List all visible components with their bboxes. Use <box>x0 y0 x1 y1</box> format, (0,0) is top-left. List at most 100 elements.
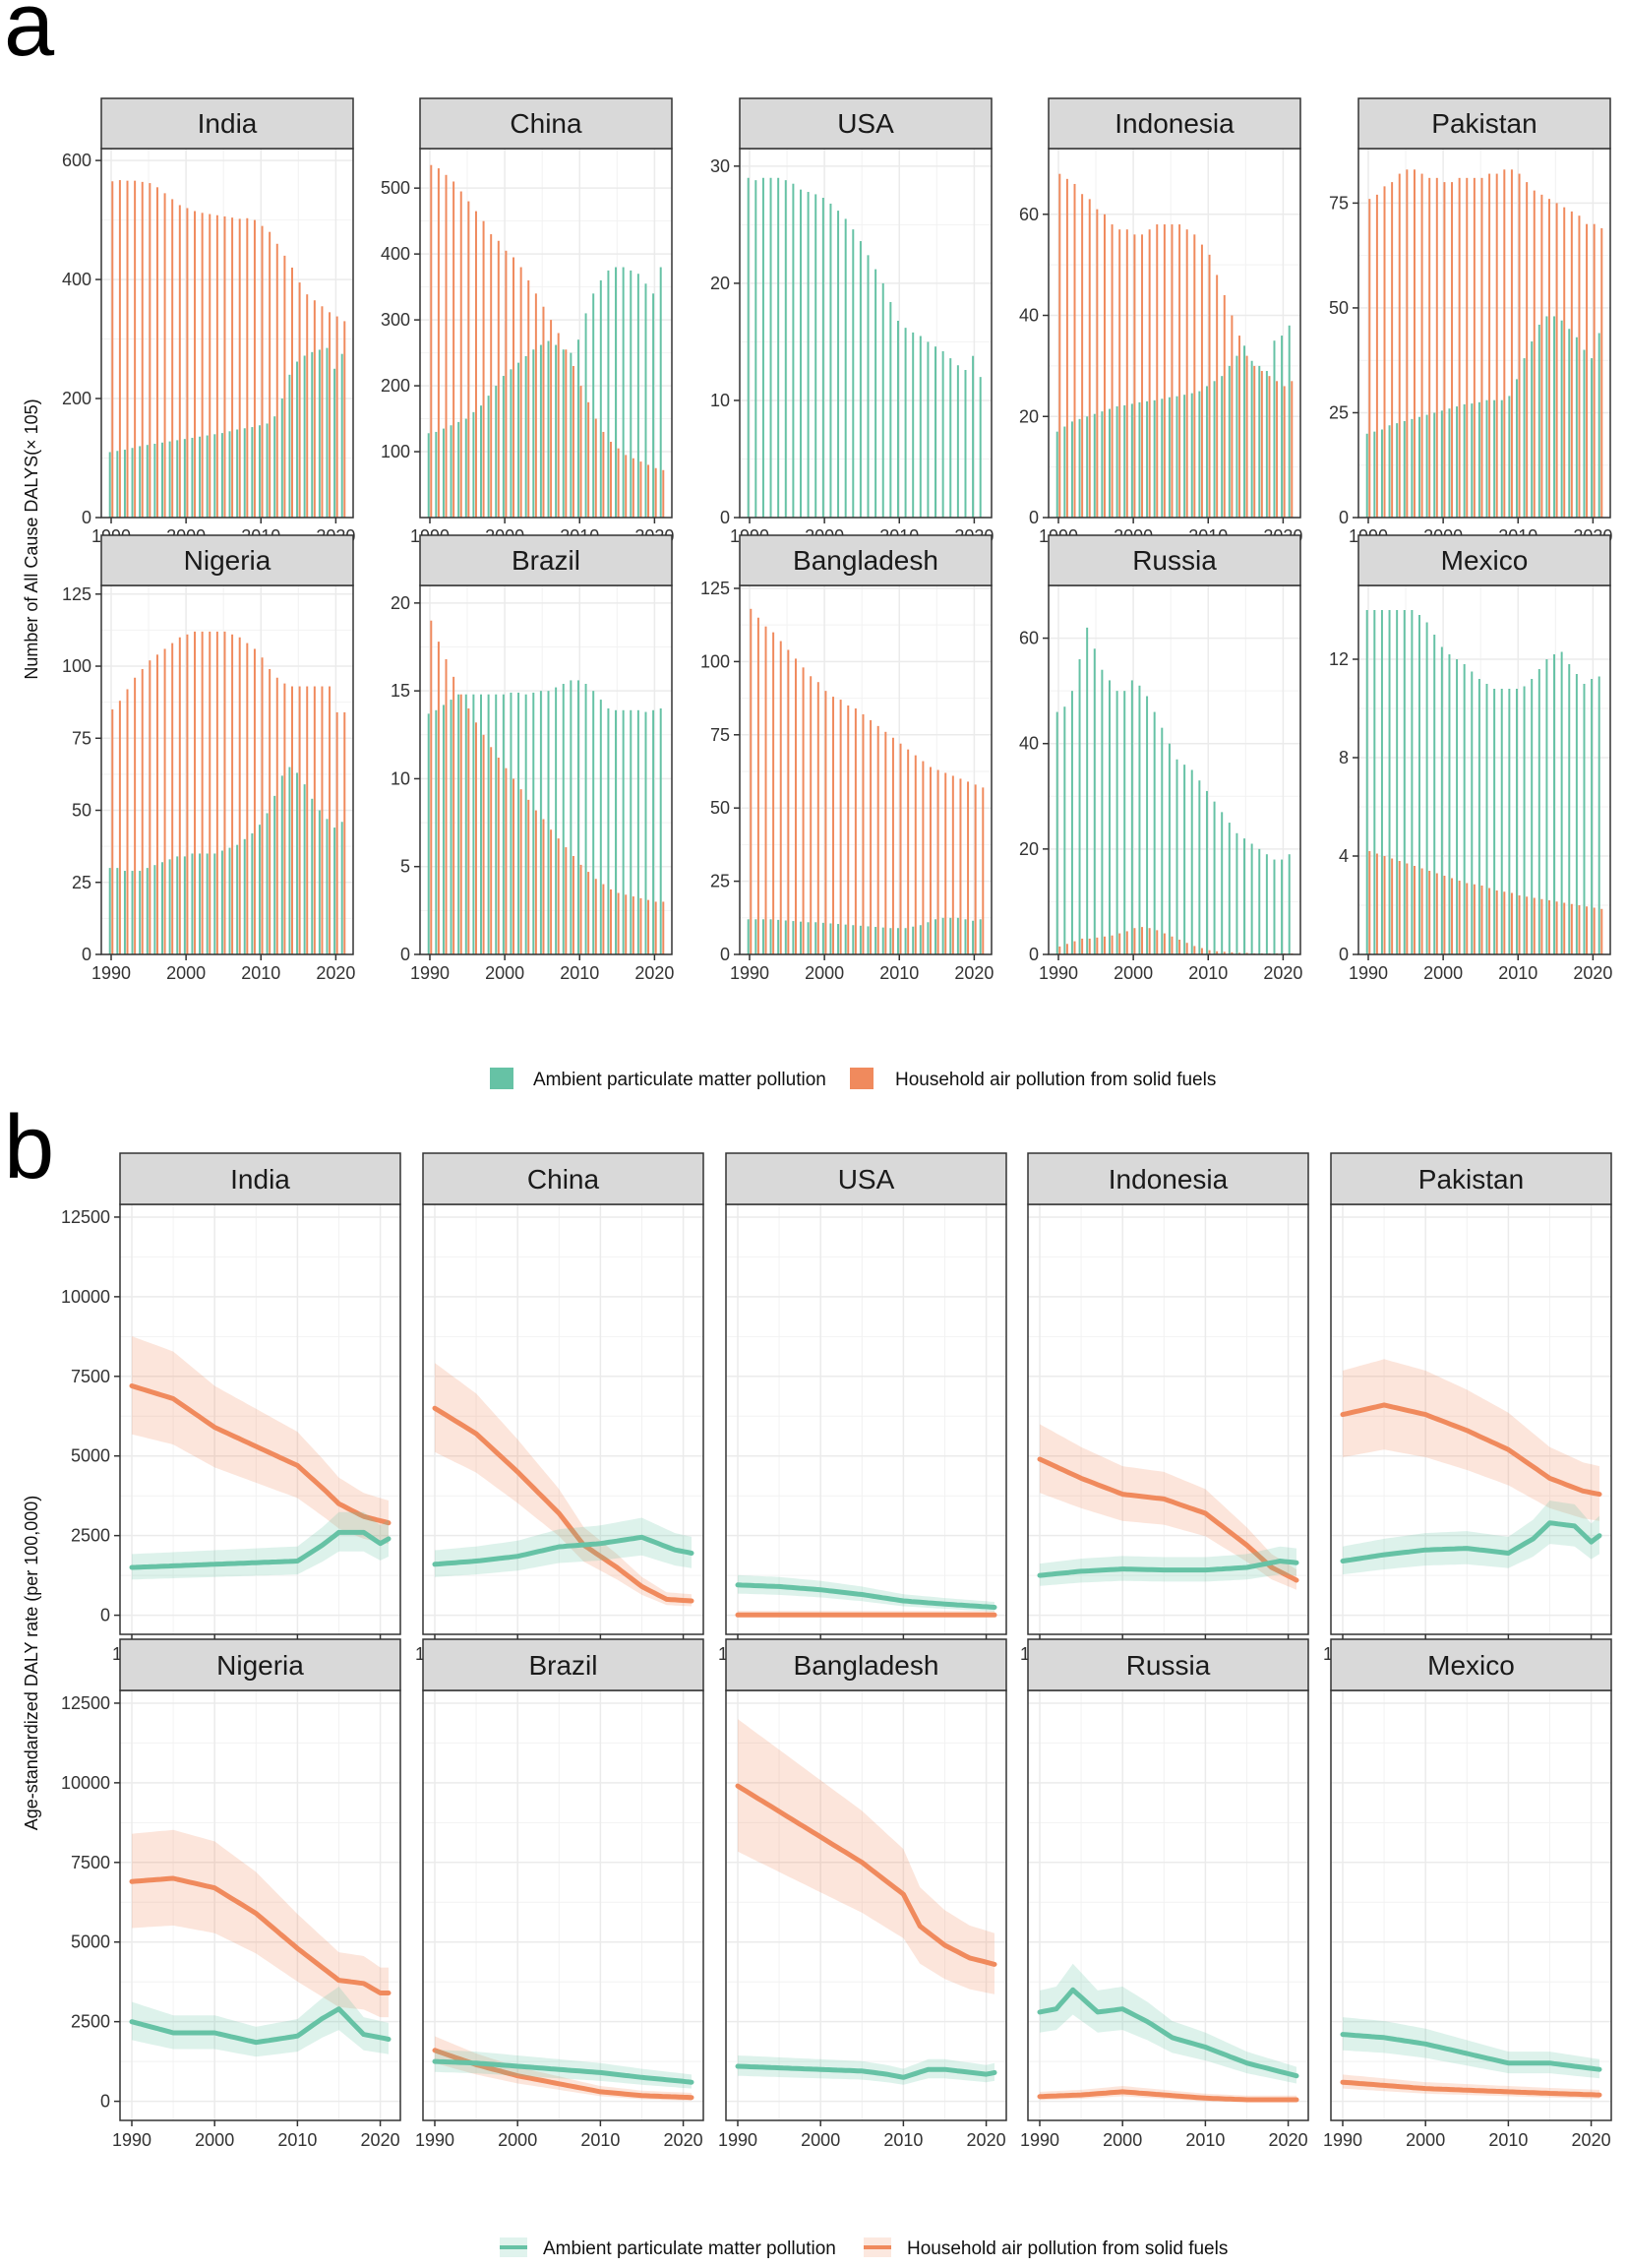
strip-b-indonesia <box>1027 1152 1309 1205</box>
bar-household-1992 <box>1073 183 1076 518</box>
bar-ambient-2001 <box>191 853 194 954</box>
ytick-label: 10000 <box>61 1287 110 1307</box>
ytick-label: 0 <box>720 945 730 964</box>
xtick-label: 2010 <box>580 2130 620 2150</box>
bar-household-1990 <box>1058 946 1061 954</box>
bar-ambient-2013 <box>599 279 602 518</box>
bar-ambient-2019 <box>1583 349 1586 518</box>
bar-household-1996 <box>1413 169 1416 518</box>
bar-ambient-2010 <box>576 680 579 954</box>
bar-household-2008 <box>1193 234 1196 518</box>
bar-household-2000 <box>1443 182 1446 518</box>
bar-household-2017 <box>632 458 634 518</box>
bar-ambient-2016 <box>622 709 625 954</box>
ytick-label: 4 <box>1339 846 1349 866</box>
bar-household-2001 <box>1141 927 1144 954</box>
bar-ambient-2003 <box>206 853 209 954</box>
bar-ambient-2014 <box>1545 659 1548 954</box>
bar-household-1994 <box>779 641 782 954</box>
panel-b-indonesia: Indonesia1990200020102020 <box>1020 1152 1309 1664</box>
ytick-label: 400 <box>62 270 91 289</box>
bar-ambient-2017 <box>1258 365 1261 518</box>
bar-household-2019 <box>647 464 650 518</box>
bar-household-2007 <box>557 333 560 518</box>
bar-ambient-2015 <box>296 361 299 518</box>
strip-b-mexico <box>1330 1638 1612 1691</box>
bar-household-2020 <box>654 901 657 954</box>
bar-household-1999 <box>1125 931 1128 954</box>
bar-household-2009 <box>891 737 894 954</box>
bar-household-1997 <box>163 648 166 954</box>
ytick-label: 100 <box>62 656 91 676</box>
bar-ambient-2012 <box>273 416 276 518</box>
bar-ambient-2019 <box>644 283 647 518</box>
bar-ambient-2009 <box>251 427 254 518</box>
bar-ambient-2013 <box>1228 365 1231 518</box>
bar-ambient-1990 <box>1055 431 1058 518</box>
bar-household-1993 <box>1081 194 1084 518</box>
bar-household-1990 <box>1368 199 1371 519</box>
bar-household-1997 <box>1420 173 1423 518</box>
bar-ambient-2004 <box>532 349 535 518</box>
bar-ambient-1996 <box>1411 610 1414 954</box>
ytick-label: 125 <box>62 584 91 604</box>
panel-b-russia: Russia 1990 2000 2010 2020 <box>1020 1638 1309 2150</box>
bar-household-2002 <box>1458 177 1461 519</box>
bar-ambient-1998 <box>1115 691 1118 954</box>
ytick-label: 75 <box>710 725 730 745</box>
bar-ambient-2003 <box>1463 664 1466 954</box>
bar-household-1999 <box>497 240 500 518</box>
bar-ambient-2019 <box>964 919 967 954</box>
ytick-label: 20 <box>391 593 410 613</box>
bar-ambient-2006 <box>547 691 550 954</box>
bar-ambient-2008 <box>1190 769 1193 954</box>
bar-ambient-1998 <box>487 396 490 518</box>
bar-household-2014 <box>1238 952 1240 954</box>
bar-household-2013 <box>283 255 286 518</box>
bar-household-2016 <box>625 894 628 954</box>
xtick-label: 2020 <box>967 2130 1006 2150</box>
xtick-label: 2010 <box>560 963 599 983</box>
xtick-label: 2000 <box>1423 963 1463 983</box>
bar-ambient-1999 <box>1433 412 1436 518</box>
bar-household-1993 <box>1391 182 1394 518</box>
bar-ambient-1999 <box>814 194 817 518</box>
bar-household-2012 <box>275 243 278 518</box>
bar-household-2004 <box>534 293 537 518</box>
ytick-label: 5 <box>400 857 410 877</box>
bar-ambient-2010 <box>1515 689 1518 954</box>
xtick-label: 2020 <box>664 2130 703 2150</box>
bar-household-1991 <box>1065 944 1068 954</box>
line-household <box>1340 2079 1602 2098</box>
bar-ambient-1999 <box>1433 635 1436 954</box>
bar-household-2011 <box>269 668 271 954</box>
bar-ambient-2009 <box>570 352 572 518</box>
bar-ambient-2021 <box>1288 854 1291 954</box>
bar-household-2007 <box>1495 173 1498 518</box>
strip-a-usa <box>739 97 993 150</box>
bar-ambient-2011 <box>266 423 269 518</box>
bar-ambient-2000 <box>1130 403 1133 518</box>
bar-ambient-2016 <box>941 350 944 518</box>
bar-household-2005 <box>1480 886 1483 954</box>
xtick-label: 2010 <box>277 2130 317 2150</box>
bar-ambient-2005 <box>859 925 862 954</box>
bar-ambient-1997 <box>800 921 802 954</box>
bar-household-2014 <box>610 441 612 518</box>
bar-household-1994 <box>141 181 144 518</box>
bar-household-2006 <box>870 719 873 954</box>
bar-ambient-2001 <box>1138 401 1141 518</box>
xtick-label: 1990 <box>1039 963 1078 983</box>
bar-ambient-2005 <box>859 241 862 519</box>
bar-household-2006 <box>1488 173 1491 518</box>
bar-ambient-1999 <box>176 856 179 954</box>
bar-household-1996 <box>1413 866 1416 954</box>
bar-household-2014 <box>1548 199 1550 519</box>
bar-household-2010 <box>1518 895 1521 954</box>
bar-ambient-1997 <box>480 405 482 518</box>
bar-ambient-2013 <box>280 398 283 518</box>
ytick-label: 0 <box>82 945 91 964</box>
chart-a-daly-counts: Number of All Cause DALYS(× 105) India 0 20… <box>22 97 1612 983</box>
bar-household-1996 <box>794 658 797 954</box>
bar-household-2013 <box>1231 951 1234 954</box>
